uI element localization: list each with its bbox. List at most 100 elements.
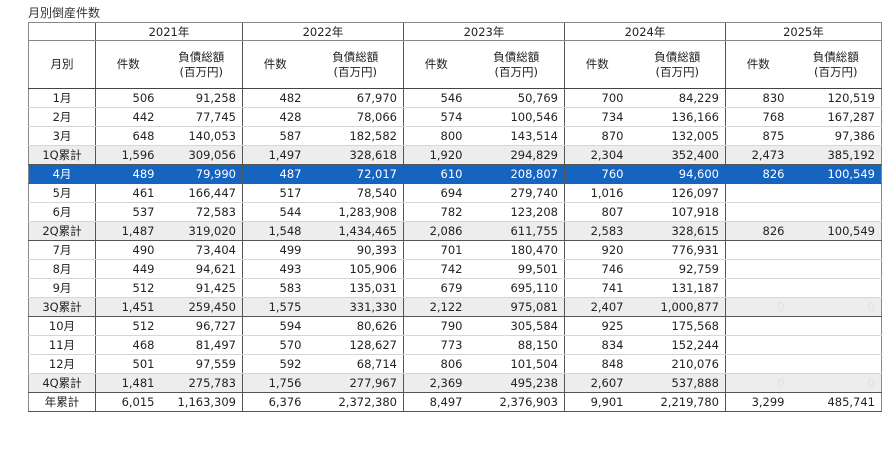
debt-cell: 776,931 (629, 240, 726, 260)
debt-cell: 166,447 (160, 183, 243, 203)
debt-cell: 105,906 (307, 259, 404, 279)
row-label: 4月 (28, 164, 96, 184)
count-cell: 920 (564, 240, 630, 260)
count-cell: 592 (242, 354, 308, 374)
debt-cell: 1,434,465 (307, 221, 404, 241)
table-row: 4月 489 79,990 487 72,017 610 208,807 760 94,600 8… (28, 164, 882, 184)
count-cell: 6,015 (95, 392, 161, 412)
debt-cell: 695,110 (468, 278, 565, 298)
count-header: 件数 (403, 40, 469, 89)
count-cell: 428 (242, 107, 308, 127)
count-cell: 2,122 (403, 297, 469, 317)
debt-cell: 1,283,908 (307, 202, 404, 222)
debt-cell: 328,615 (629, 221, 726, 241)
row-label: 12月 (28, 354, 96, 374)
count-cell: 679 (403, 278, 469, 298)
debt-cell: 331,330 (307, 297, 404, 317)
count-cell: 1,756 (242, 373, 308, 393)
row-label: 1月 (28, 88, 96, 108)
count-cell (725, 183, 791, 203)
debt-cell: 91,258 (160, 88, 243, 108)
debt-cell: 319,020 (160, 221, 243, 241)
row-label: 9月 (28, 278, 96, 298)
debt-cell: 182,582 (307, 126, 404, 146)
count-cell: 800 (403, 126, 469, 146)
count-cell: 499 (242, 240, 308, 260)
debt-cell (790, 202, 882, 222)
count-cell: 512 (95, 316, 161, 336)
count-header: 件数 (564, 40, 630, 89)
count-cell: 1,575 (242, 297, 308, 317)
count-cell: 583 (242, 278, 308, 298)
count-cell: 544 (242, 202, 308, 222)
month-header: 月別 (28, 40, 96, 89)
debt-cell: 180,470 (468, 240, 565, 260)
debt-cell: 80,626 (307, 316, 404, 336)
debt-cell: 0 (790, 297, 882, 317)
year-2025: 2025年 (725, 22, 882, 41)
table-row: 10月 512 96,727 594 80,626 790 305,584 925 175,56… (28, 316, 882, 336)
count-cell (725, 202, 791, 222)
debt-cell: 294,829 (468, 145, 565, 165)
debt-cell: 77,745 (160, 107, 243, 127)
count-cell (725, 278, 791, 298)
debt-header: 負債総額 (百万円) (468, 40, 565, 89)
row-label: 4Q累計 (28, 373, 96, 393)
count-cell: 1,548 (242, 221, 308, 241)
debt-cell: 81,497 (160, 335, 243, 355)
debt-cell (790, 316, 882, 336)
debt-cell: 305,584 (468, 316, 565, 336)
count-cell: 826 (725, 221, 791, 241)
count-cell: 506 (95, 88, 161, 108)
debt-cell (790, 335, 882, 355)
debt-cell: 68,714 (307, 354, 404, 374)
count-cell: 701 (403, 240, 469, 260)
count-cell: 517 (242, 183, 308, 203)
count-cell: 746 (564, 259, 630, 279)
row-label: 3Q累計 (28, 297, 96, 317)
count-cell: 587 (242, 126, 308, 146)
count-cell: 826 (725, 164, 791, 184)
debt-cell: 78,540 (307, 183, 404, 203)
count-cell: 449 (95, 259, 161, 279)
count-cell: 834 (564, 335, 630, 355)
count-cell: 870 (564, 126, 630, 146)
count-cell: 2,473 (725, 145, 791, 165)
table-row: 6月 537 72,583 544 1,283,908 782 123,208 807 107,… (28, 202, 882, 222)
year-2023: 2023年 (403, 22, 565, 41)
debt-cell: 73,404 (160, 240, 243, 260)
debt-cell: 120,519 (790, 88, 882, 108)
debt-cell: 352,400 (629, 145, 726, 165)
count-cell: 546 (403, 88, 469, 108)
count-cell: 768 (725, 107, 791, 127)
count-cell: 570 (242, 335, 308, 355)
year-2022: 2022年 (242, 22, 404, 41)
debt-cell: 611,755 (468, 221, 565, 241)
count-cell: 790 (403, 316, 469, 336)
total-row: 年累計 6,015 1,163,309 6,376 2,372,380 8,497 2,37… (28, 392, 882, 412)
debt-cell: 100,546 (468, 107, 565, 127)
year-header-row: 2021年 2022年 2023年 2024年 2025年 (28, 22, 882, 41)
table-row: 7月 490 73,404 499 90,393 701 180,470 920 776,931 (28, 240, 882, 260)
debt-cell: 72,583 (160, 202, 243, 222)
count-cell (725, 240, 791, 260)
debt-header: 負債総額 (百万円) (307, 40, 404, 89)
debt-cell: 279,740 (468, 183, 565, 203)
debt-cell: 131,187 (629, 278, 726, 298)
subtotal-row: 4Q累計 1,481 275,783 1,756 277,967 2,369 495,238… (28, 373, 882, 393)
debt-cell (790, 259, 882, 279)
debt-cell: 101,504 (468, 354, 565, 374)
debt-cell: 72,017 (307, 164, 404, 184)
debt-cell: 100,549 (790, 221, 882, 241)
count-cell: 0 (725, 373, 791, 393)
debt-cell: 84,229 (629, 88, 726, 108)
debt-cell: 78,066 (307, 107, 404, 127)
debt-cell: 107,918 (629, 202, 726, 222)
count-cell: 594 (242, 316, 308, 336)
count-cell: 468 (95, 335, 161, 355)
debt-cell: 1,000,877 (629, 297, 726, 317)
count-cell: 741 (564, 278, 630, 298)
debt-cell: 123,208 (468, 202, 565, 222)
debt-header: 負債総額 (百万円) (790, 40, 882, 89)
count-cell: 2,086 (403, 221, 469, 241)
